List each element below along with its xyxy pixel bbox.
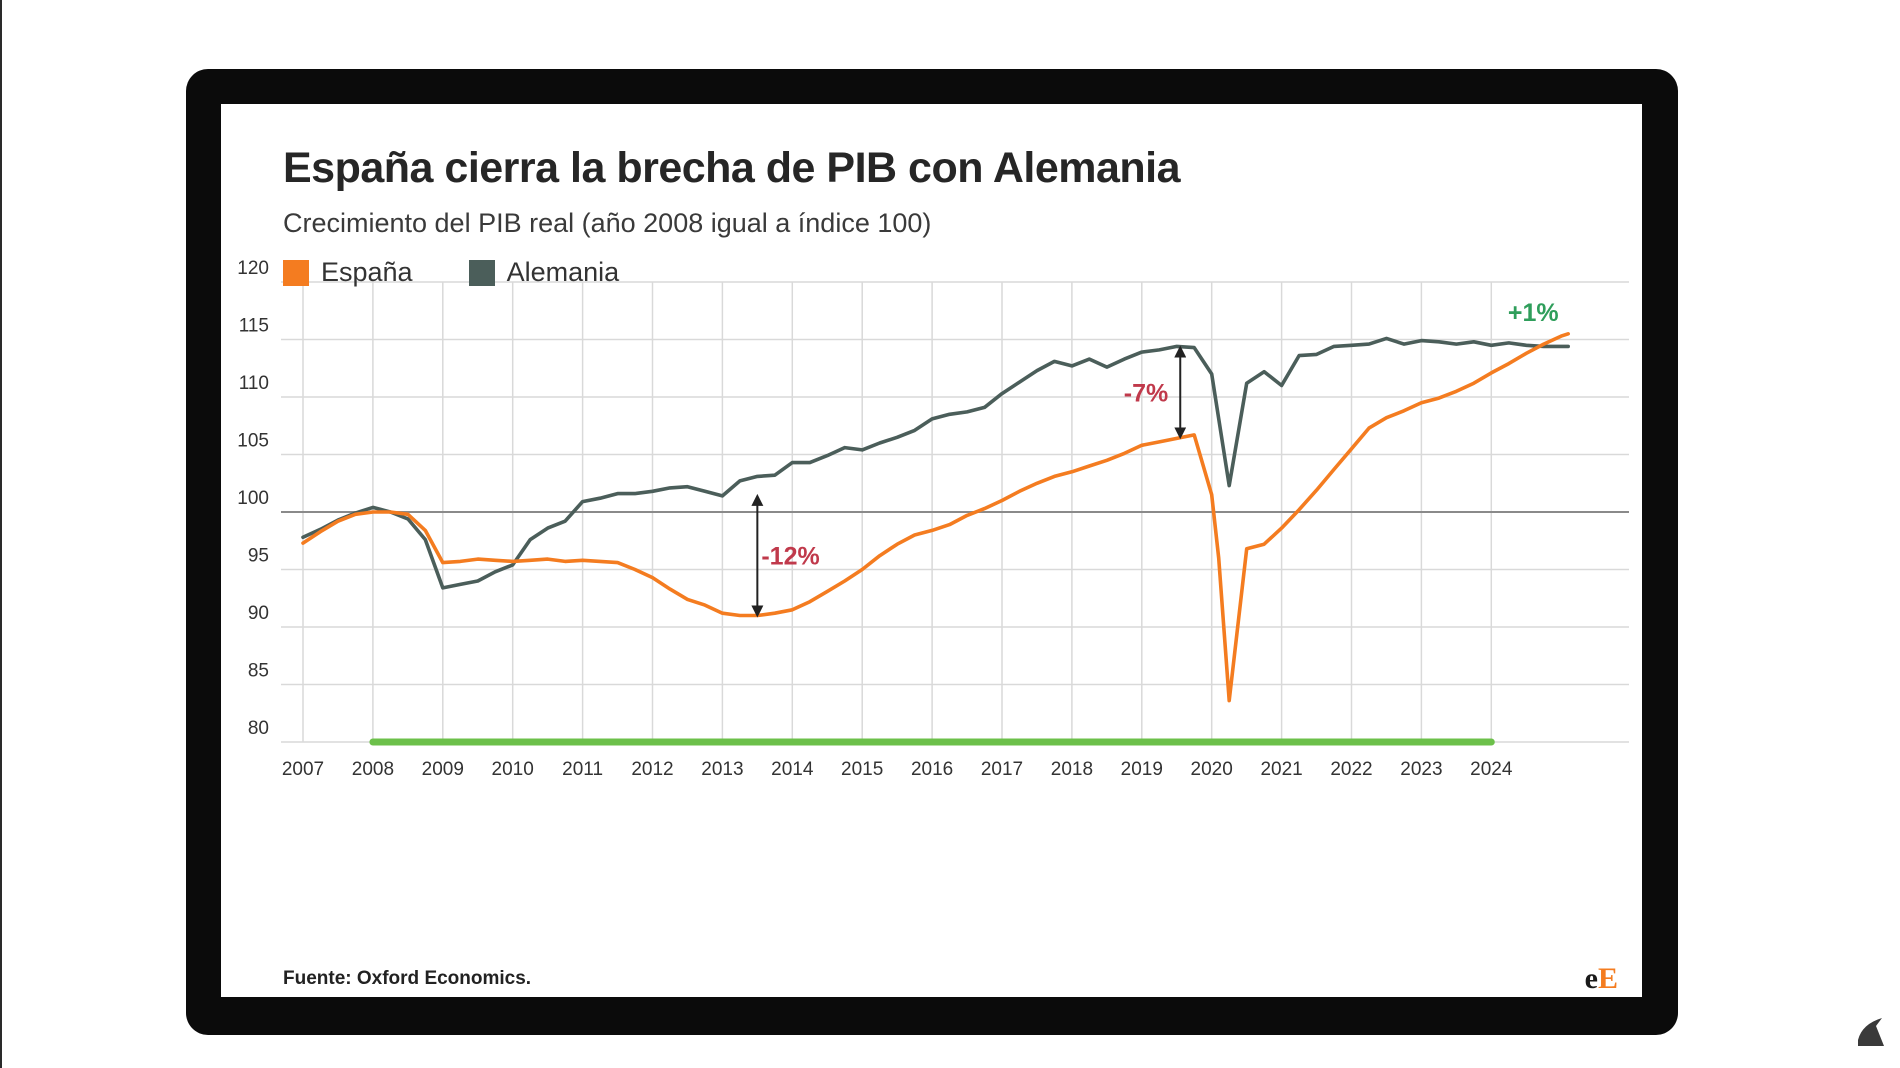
logo-letter-large: E (1597, 962, 1618, 995)
x-tick-label: 2017 (981, 759, 1023, 780)
x-tick-label: 2020 (1191, 759, 1233, 780)
series-line-spain (301, 332, 1570, 703)
logo-letter-small: e (1584, 962, 1598, 995)
x-tick-label: 2010 (492, 759, 534, 780)
legend-swatch-germany (468, 259, 495, 286)
y-tick-label: 80 (248, 718, 269, 739)
x-tick-label: 2024 (1470, 759, 1513, 780)
x-tick-label: 2011 (562, 759, 603, 780)
gap-label-2: +1% (1508, 299, 1559, 327)
gap-label-0: -12% (761, 543, 819, 571)
x-tick-label: 2012 (631, 759, 673, 780)
series-line-germany (301, 336, 1570, 590)
y-tick-label: 95 (248, 546, 269, 567)
x-tick-label: 2019 (1121, 759, 1163, 780)
cut-corner-icon (1858, 1018, 1884, 1046)
y-tick-label: 110 (239, 373, 269, 394)
y-tick-label: 115 (239, 316, 269, 337)
chart-card: 80 85 90 95 100 105 110 115 120 2007 2008 2009 2010 2… (221, 104, 1642, 997)
legend-swatch-spain (283, 259, 309, 286)
x-tick-label: 2008 (352, 759, 394, 780)
legend-label-spain: España (321, 257, 413, 287)
legend-item-spain: España (283, 257, 413, 288)
x-tick-label: 2016 (911, 759, 953, 780)
x-tick-label: 2015 (841, 759, 883, 780)
y-tick-label: 100 (237, 488, 269, 509)
y-tick-label: 120 (237, 258, 269, 279)
x-tick-label: 2014 (771, 759, 814, 780)
chart-title: España cierra la brecha de PIB con Alema… (283, 144, 1181, 192)
source-note: Fuente: Oxford Economics. (283, 968, 532, 989)
y-tick-label: 90 (248, 603, 269, 624)
x-tick-label: 2007 (282, 759, 324, 780)
legend-item-germany: Alemania (468, 257, 620, 288)
x-tick-label: 2018 (1051, 759, 1093, 780)
window-left-edge (0, 0, 2, 1068)
y-tick-label: 85 (248, 661, 269, 682)
publisher-logo: eE (1585, 962, 1618, 996)
x-tick-label: 2009 (422, 759, 464, 780)
chart-svg: 80 85 90 95 100 105 110 115 120 2007 2008 2009 2010 2… (237, 258, 1629, 780)
chart-legend: España Alemania (283, 257, 675, 288)
x-tick-label: 2013 (701, 759, 743, 780)
x-tick-label: 2023 (1400, 759, 1442, 780)
gap-label-1: -7% (1124, 379, 1168, 407)
chart-subtitle: Crecimiento del PIB real (año 2008 igual… (283, 208, 932, 238)
x-tick-label: 2022 (1330, 759, 1372, 780)
y-tick-label: 105 (237, 431, 269, 452)
legend-label-germany: Alemania (506, 257, 620, 287)
x-tick-label: 2021 (1260, 759, 1302, 780)
